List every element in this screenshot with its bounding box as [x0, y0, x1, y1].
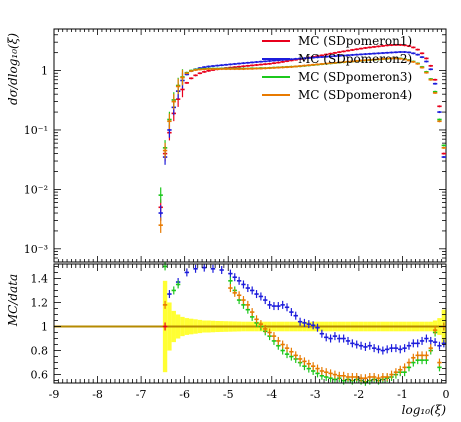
x-tick-label: -4 — [266, 388, 277, 401]
ratio-series-4 — [162, 284, 446, 383]
legend-label: MC (SDpomeron3) — [298, 70, 412, 84]
x-tick-label: -6 — [179, 388, 190, 401]
legend-item: MC (SDpomeron4) — [262, 88, 412, 102]
ratio-y-tick-label: 1.2 — [31, 296, 49, 309]
x-axis-title: log₁₀(ξ) — [402, 403, 447, 417]
x-tick-label: -9 — [49, 388, 60, 401]
x-tick-label: -5 — [223, 388, 234, 401]
x-tick-label: -2 — [354, 388, 365, 401]
main-y-tick-label: 1 — [41, 65, 48, 78]
ratio-panel: -9 -8 -7 -6 -5 -4 -3 -2 -1 0 0.6 0.8 1 1.2 1.4 — [31, 262, 450, 401]
legend-label: MC (SDpomeron1) — [298, 34, 412, 48]
legend-item: MC (SDpomeron1) — [262, 34, 412, 48]
ratio-y-tick-label: 1 — [41, 321, 48, 334]
ratio-y-tick-label: 1.4 — [31, 272, 49, 285]
main-y-tick-label: 10⁻¹ — [24, 124, 48, 137]
main-y-tick-label: 10⁻² — [24, 183, 48, 196]
legend-label: MC (SDpomeron4) — [298, 88, 412, 102]
legend: MC (SDpomeron1) MC (SDpomeron2) MC (SDpome… — [262, 34, 412, 102]
legend-label: MC (SDpomeron2) — [298, 52, 412, 66]
main-panel: 10⁻³ 10⁻² 10⁻¹ 1 — [24, 28, 447, 263]
x-tick-label: 0 — [443, 388, 450, 401]
x-tick-label: -7 — [136, 388, 147, 401]
ratio-y-tick-label: 0.6 — [31, 369, 49, 382]
main-y-tick-label: 10⁻³ — [24, 243, 48, 256]
axis-titles: dσ/dlog₁₀(ξ) MC/data log₁₀(ξ) — [6, 33, 446, 417]
legend-item: MC (SDpomeron2) — [262, 52, 412, 66]
main-y-axis-title: dσ/dlog₁₀(ξ) — [6, 33, 20, 105]
main-series-4 — [158, 57, 446, 233]
x-tick-label: -1 — [397, 388, 408, 401]
ratio-y-axis-title: MC/data — [6, 274, 20, 327]
ratio-series-1 — [162, 322, 168, 331]
main-series-1 — [158, 43, 446, 216]
x-tick-label: -8 — [92, 388, 103, 401]
ratio-series-2 — [167, 263, 446, 355]
x-tick-label: -3 — [310, 388, 321, 401]
legend-item: MC (SDpomeron3) — [262, 70, 412, 84]
ratio-y-tick-label: 0.8 — [31, 345, 49, 358]
